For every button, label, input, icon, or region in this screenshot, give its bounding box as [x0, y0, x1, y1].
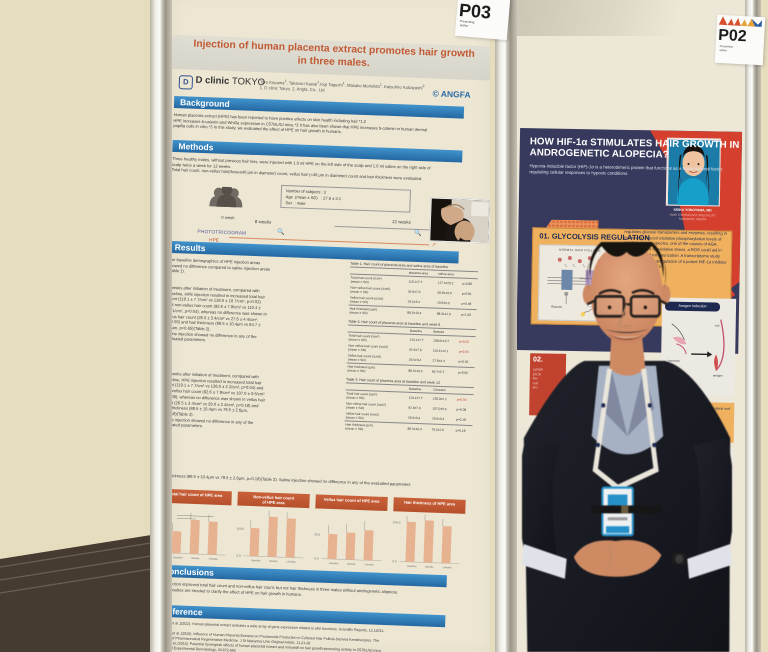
- svg-text:Baseline: Baseline: [251, 559, 261, 562]
- svg-text:Baseline: Baseline: [407, 565, 417, 568]
- svg-text:Baseline: Baseline: [173, 556, 183, 559]
- svg-text:0.0: 0.0: [236, 554, 241, 558]
- svg-text:8weeks: 8weeks: [191, 557, 200, 560]
- svg-text:8weeks: 8weeks: [425, 565, 434, 568]
- svg-text:20.0: 20.0: [314, 532, 320, 536]
- svg-text:12weeks: 12weeks: [442, 566, 452, 569]
- svg-text:Baseline: Baseline: [329, 562, 339, 565]
- svg-text:0.0: 0.0: [314, 556, 319, 560]
- svg-text:12weeks: 12weeks: [286, 560, 296, 563]
- svg-text:100.0: 100.0: [236, 527, 244, 531]
- svg-text:12weeks: 12weeks: [208, 558, 218, 561]
- svg-text:0.0: 0.0: [392, 559, 397, 563]
- svg-text:100.0: 100.0: [393, 520, 401, 524]
- svg-text:8weeks: 8weeks: [269, 560, 278, 563]
- svg-text:12weeks: 12weeks: [364, 563, 374, 566]
- svg-text:8weeks: 8weeks: [347, 563, 356, 566]
